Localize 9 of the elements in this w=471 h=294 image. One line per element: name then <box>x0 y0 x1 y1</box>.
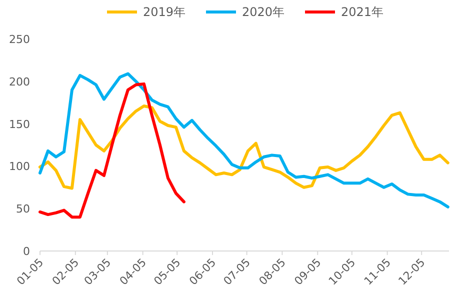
y-tick-label: 50 <box>16 202 30 216</box>
y-tick-label: 100 <box>9 160 30 174</box>
y-tick-label: 150 <box>9 118 30 131</box>
y-tick-label: 250 <box>9 33 30 46</box>
legend-label: 2019年 <box>143 5 186 19</box>
legend-label: 2021年 <box>341 5 384 19</box>
y-tick-label: 200 <box>9 75 30 88</box>
legend-label: 2020年 <box>242 5 285 19</box>
y-tick-label: 0 <box>23 245 30 258</box>
